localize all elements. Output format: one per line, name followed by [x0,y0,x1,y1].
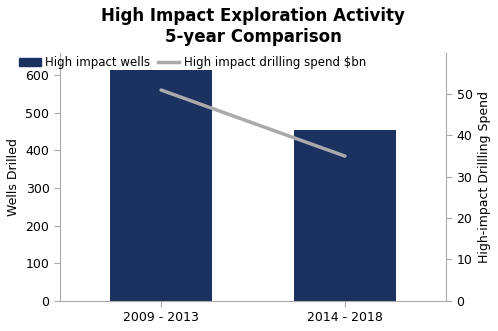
Legend: High impact wells, High impact drilling spend $bn: High impact wells, High impact drilling … [19,56,366,69]
Title: High Impact Exploration Activity
5-year Comparison: High Impact Exploration Activity 5-year … [101,7,405,46]
Bar [111,70,212,301]
Bar [294,130,395,301]
Y-axis label: Wells Drilled: Wells Drilled [7,138,20,216]
Y-axis label: High-impact Drillling Spend: High-impact Drillling Spend [478,91,491,263]
